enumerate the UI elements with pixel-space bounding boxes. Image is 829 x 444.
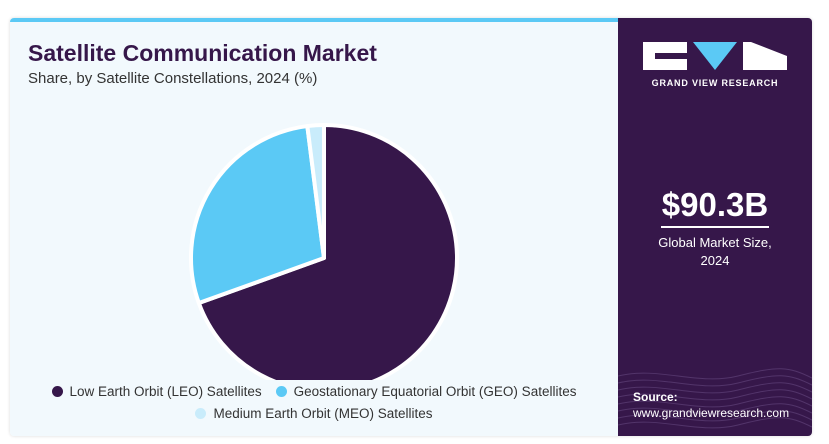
market-size-label-line: Global Market Size, <box>658 235 772 250</box>
legend-label-leo: Low Earth Orbit (LEO) Satellites <box>69 383 262 399</box>
legend-item-leo: Low Earth Orbit (LEO) Satellites <box>51 383 262 399</box>
chart-title: Satellite Communication Market <box>28 40 377 66</box>
source-label: Source: <box>633 390 678 404</box>
brand-name: GRAND VIEW RESEARCH <box>651 78 779 88</box>
legend-swatch-leo <box>51 385 63 397</box>
sidebar-panel: GRAND VIEW RESEARCH $90.3B Global Market… <box>618 18 812 436</box>
legend-row: Low Earth Orbit (LEO) Satellites Geostat… <box>10 380 618 402</box>
pie-slice-leo <box>196 123 459 380</box>
accent-bar <box>10 18 618 22</box>
market-size-label: Global Market Size, 2024 <box>618 234 812 270</box>
logo-mark-icon <box>643 42 787 70</box>
legend-label-meo: Medium Earth Orbit (MEO) Satellites <box>213 405 433 421</box>
chart-panel: Satellite Communication Market Share, by… <box>10 18 618 436</box>
infographic-card: Satellite Communication Market Share, by… <box>10 18 812 436</box>
pie-slice-geo <box>189 124 326 306</box>
chart-subtitle: Share, by Satellite Constellations, 2024… <box>28 70 318 87</box>
pie-slice-meo <box>305 123 326 260</box>
legend-swatch-geo <box>275 385 287 397</box>
divider <box>661 226 769 228</box>
legend-row: Medium Earth Orbit (MEO) Satellites <box>10 402 618 424</box>
source-link[interactable]: www.grandviewresearch.com <box>633 406 790 420</box>
chart-legend: Low Earth Orbit (LEO) Satellites Geostat… <box>10 380 618 424</box>
market-size-label-year: 2024 <box>700 253 730 268</box>
legend-swatch-meo <box>195 407 207 419</box>
brand-logo: GRAND VIEW RESEARCH <box>618 40 812 88</box>
legend-item-geo: Geostationary Equatorial Orbit (GEO) Sat… <box>275 383 577 399</box>
pie-chart <box>189 123 459 380</box>
legend-item-meo: Medium Earth Orbit (MEO) Satellites <box>195 405 433 421</box>
market-size-value: $90.3B <box>661 186 769 223</box>
wave-decoration <box>618 368 812 429</box>
legend-label-geo: Geostationary Equatorial Orbit (GEO) Sat… <box>293 383 577 399</box>
